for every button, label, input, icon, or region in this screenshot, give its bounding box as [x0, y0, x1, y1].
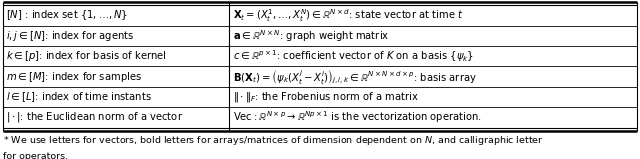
- Text: $k\in[p]$: index for basis of kernel: $k\in[p]$: index for basis of kernel: [6, 49, 167, 63]
- Text: $c\in\mathbb{R}^{p\times 1}$: coefficient vector of $K$ on a basis $\{\psi_k\}$: $c\in\mathbb{R}^{p\times 1}$: coefficien…: [233, 48, 474, 64]
- Text: $\mathbf{X}_t=(X_t^1,\ldots,X_t^N)\in\mathbb{R}^{N\times d}$: state vector at ti: $\mathbf{X}_t=(X_t^1,\ldots,X_t^N)\in\ma…: [233, 7, 463, 24]
- Text: $\|\cdot\|_F$: the Frobenius norm of a matrix: $\|\cdot\|_F$: the Frobenius norm of a m…: [233, 90, 419, 104]
- Text: $l\in[L]$: index of time instants: $l\in[L]$: index of time instants: [6, 90, 152, 104]
- Text: for operators.: for operators.: [3, 152, 68, 159]
- Text: $[N]$ : index set $\{1,\ldots,N\}$: $[N]$ : index set $\{1,\ldots,N\}$: [6, 9, 128, 22]
- Text: $m\in[M]$: index for samples: $m\in[M]$: index for samples: [6, 70, 143, 84]
- Text: $i,j\in[N]$: index for agents: $i,j\in[N]$: index for agents: [6, 29, 135, 43]
- Text: $\mathrm{Vec}:\mathbb{R}^{N\times p}\to\mathbb{R}^{Np\times 1}$ is the vectoriza: $\mathrm{Vec}:\mathbb{R}^{N\times p}\to\…: [233, 110, 482, 125]
- Text: $\mathbf{B}(\mathbf{X}_t)=\left(\psi_k(X_t^j-X_t^i)\right)_{j,i,k}\in\mathbb{R}^: $\mathbf{B}(\mathbf{X}_t)=\left(\psi_k(X…: [233, 68, 477, 86]
- Text: $|\cdot|$: the Euclidean norm of a vector: $|\cdot|$: the Euclidean norm of a vecto…: [6, 111, 184, 124]
- Text: * We use letters for vectors, bold letters for arrays/matrices of dimension depe: * We use letters for vectors, bold lette…: [3, 134, 543, 147]
- Text: $\mathbf{a}\in\mathbb{R}^{N\times N}$: graph weight matrix: $\mathbf{a}\in\mathbb{R}^{N\times N}$: g…: [233, 28, 389, 44]
